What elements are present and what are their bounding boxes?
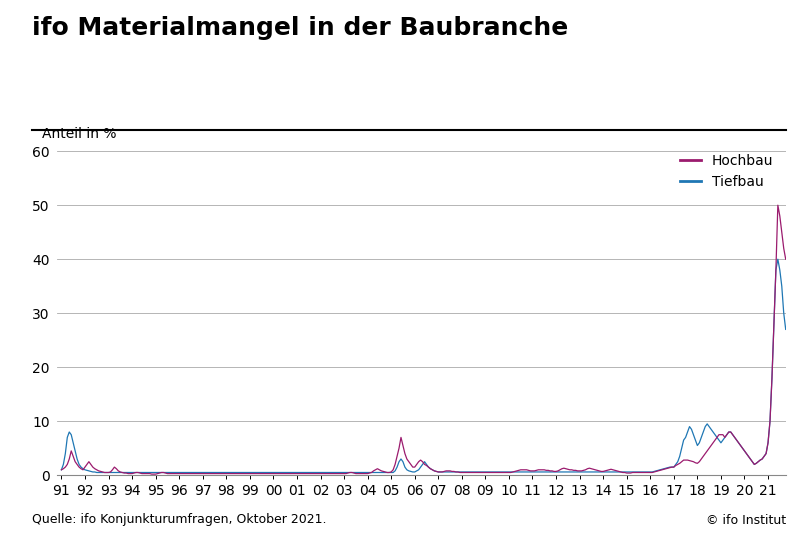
Text: © ifo Institut: © ifo Institut <box>706 514 786 526</box>
Legend: Hochbau, Tiefbau: Hochbau, Tiefbau <box>674 148 778 194</box>
Text: Anteil in %: Anteil in % <box>42 127 117 141</box>
Text: ifo Materialmangel in der Baubranche: ifo Materialmangel in der Baubranche <box>32 16 569 40</box>
Text: Quelle: ifo Konjunkturumfragen, Oktober 2021.: Quelle: ifo Konjunkturumfragen, Oktober … <box>32 514 327 526</box>
